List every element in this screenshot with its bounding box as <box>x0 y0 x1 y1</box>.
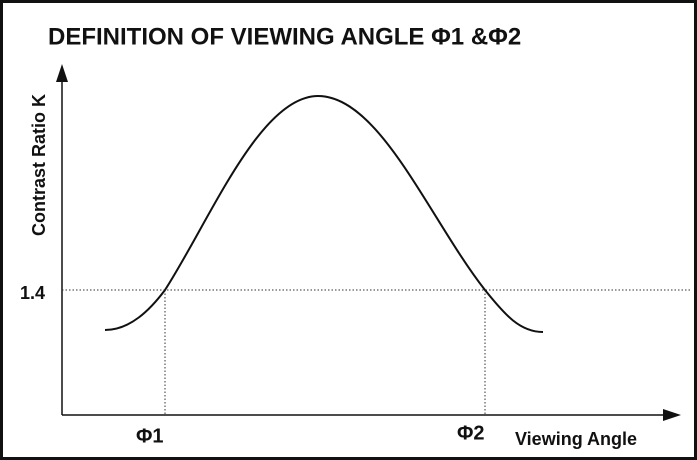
contrast-curve <box>104 94 544 333</box>
y-arrow <box>56 64 68 82</box>
y-axis-label: Contrast Ratio K <box>29 94 49 236</box>
phi1-label: Φ1 <box>136 425 164 447</box>
threshold-label: 1.4 <box>20 283 45 303</box>
phi2-label: Φ2 <box>457 422 485 444</box>
x-axis-label: Viewing Angle <box>515 429 637 449</box>
title: DEFINITION OF VIEWING ANGLE Φ1 &Φ2 <box>48 23 521 50</box>
x-arrow <box>663 409 681 421</box>
